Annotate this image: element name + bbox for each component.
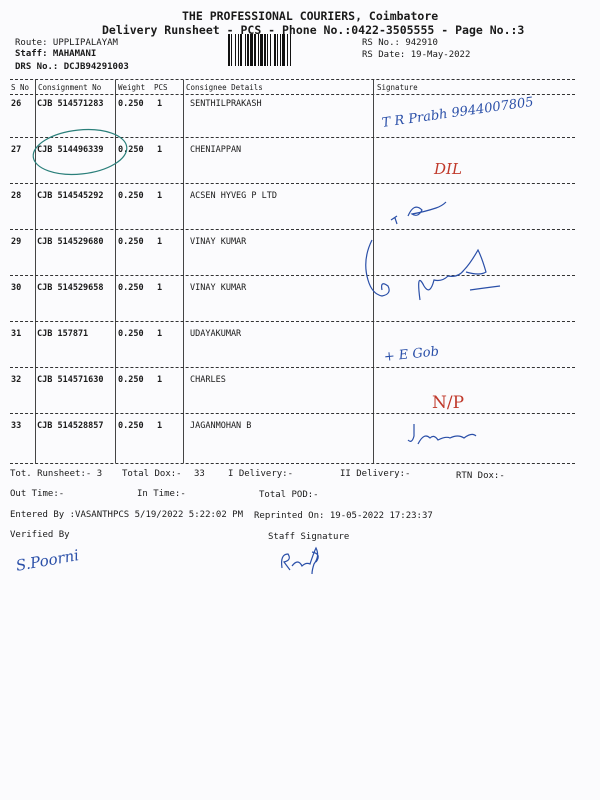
cell-consignment: CJB 157871 xyxy=(37,329,89,339)
rs-number: RS No.: 942910 xyxy=(362,38,438,48)
reprinted-on: Reprinted On: 19-05-2022 17:23:37 xyxy=(254,511,433,521)
row-divider xyxy=(10,367,575,368)
entered-by: Entered By :VASANTHPCS 5/19/2022 5:22:02… xyxy=(10,510,243,520)
col-weight: Weight xyxy=(118,83,146,92)
cell-weight: 0.250 xyxy=(118,237,144,247)
row-divider xyxy=(10,321,575,322)
cell-pcs: 1 xyxy=(157,375,163,385)
signature-row33 xyxy=(407,424,477,445)
company-title: THE PROFESSIONAL COURIERS, Coimbatore xyxy=(182,9,439,23)
in-time: In Time:- xyxy=(137,489,186,499)
cell-consignee: SENTHILPRAKASH xyxy=(190,99,262,109)
cell-consignee: CHENIAPPAN xyxy=(190,145,242,155)
cell-consignee: UDAYAKUMAR xyxy=(190,329,242,339)
total-dox-label: Total Dox:- xyxy=(122,469,182,479)
runsheet-subtitle: Delivery Runsheet - PCS - Phone No.:0422… xyxy=(102,23,525,37)
signature-row28 xyxy=(390,201,447,225)
cell-weight: 0.250 xyxy=(118,99,144,109)
signature-row29-30 xyxy=(365,239,501,301)
cell-sno: 28 xyxy=(11,191,22,201)
cell-weight: 0.250 xyxy=(118,421,144,431)
drs-number: DRS No.: DCJB94291003 xyxy=(15,62,129,72)
route: Route: UPPLIPALAYAM xyxy=(15,38,118,48)
cell-consignee: ACSEN HYVEG P LTD xyxy=(190,191,277,201)
rtn-dox: RTN Dox:- xyxy=(456,471,505,481)
rs-date: RS Date: 19-May-2022 xyxy=(362,50,471,60)
cell-consignee: VINAY KUMAR xyxy=(190,283,247,293)
staff-signature-label: Staff Signature xyxy=(268,532,350,542)
cell-pcs: 1 xyxy=(157,191,163,201)
cell-sno: 30 xyxy=(11,283,22,293)
cell-consignment: CJB 514545292 xyxy=(37,191,104,201)
cell-consignment: CJB 514496339 xyxy=(37,145,104,155)
verified-by: Verified By xyxy=(10,530,70,540)
cell-sno: 31 xyxy=(11,329,22,339)
row-divider xyxy=(10,229,575,230)
cell-pcs: 1 xyxy=(157,329,163,339)
cell-sno: 26 xyxy=(11,99,22,109)
col-pcs: PCS xyxy=(154,83,168,92)
cell-consignee: CHARLES xyxy=(190,375,226,385)
col-signature: Signature xyxy=(377,83,418,92)
cell-consignee: VINAY KUMAR xyxy=(190,237,247,247)
cell-sno: 33 xyxy=(11,421,22,431)
cell-pcs: 1 xyxy=(157,283,163,293)
cell-pcs: 1 xyxy=(157,99,163,109)
cell-pcs: 1 xyxy=(157,421,163,431)
total-dox-value: 33 xyxy=(194,469,205,479)
row-divider xyxy=(10,137,575,138)
col-sno: S No xyxy=(11,83,30,92)
cell-consignment: CJB 514571630 xyxy=(37,375,104,385)
cell-consignee: JAGANMOHAN B xyxy=(190,421,252,431)
row-divider xyxy=(10,413,575,414)
row-divider xyxy=(10,183,575,184)
cell-consignment: CJB 514571283 xyxy=(37,99,104,109)
signature-staff xyxy=(281,546,319,575)
out-time: Out Time:- xyxy=(10,489,65,499)
cell-sno: 29 xyxy=(11,237,22,247)
cell-weight: 0.250 xyxy=(118,375,144,385)
i-delivery: I Delivery:- xyxy=(228,469,294,479)
col-consignee: Consignee Details xyxy=(186,83,263,92)
cell-consignment: CJB 514529680 xyxy=(37,237,104,247)
cell-weight: 0.250 xyxy=(118,283,144,293)
cell-weight: 0.250 xyxy=(118,191,144,201)
col-consignment: Consignment No xyxy=(38,83,102,92)
tot-runsheet: Tot. Runsheet:- 3 xyxy=(10,469,103,479)
row-divider xyxy=(10,275,575,276)
cell-pcs: 1 xyxy=(157,237,163,247)
pen-circle xyxy=(32,128,128,176)
barcode xyxy=(228,34,328,66)
handwriting-row27: DIL xyxy=(434,160,462,178)
cell-pcs: 1 xyxy=(157,145,163,155)
staff: Staff: MAHAMANI xyxy=(15,49,97,59)
cell-consignment: CJB 514529658 xyxy=(37,283,104,293)
handwriting-row32: N/P xyxy=(432,393,465,413)
ii-delivery: II Delivery:- xyxy=(340,469,411,479)
cell-weight: 0.250 xyxy=(118,145,144,155)
cell-sno: 27 xyxy=(11,145,22,155)
cell-weight: 0.250 xyxy=(118,329,144,339)
cell-sno: 32 xyxy=(11,375,22,385)
total-pod: Total POD:- xyxy=(259,490,319,500)
cell-consignment: CJB 514528857 xyxy=(37,421,104,431)
